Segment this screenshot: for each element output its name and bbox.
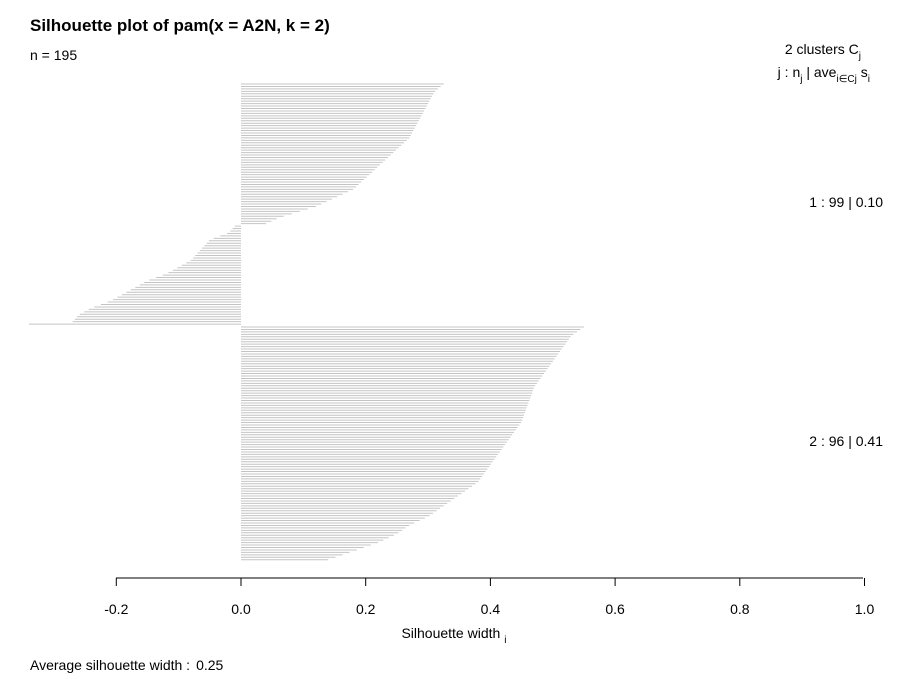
x-tick-label: 1.0 [855,601,875,617]
legend-header-line2: j : nj | avei∈Cj si [777,64,870,85]
cluster-2-label: 2 : 96 | 0.41 [809,433,883,449]
legend-header-line1: 2 clusters Cj [785,41,861,62]
x-tick-label: 0.6 [605,601,625,617]
chart-title: Silhouette plot of pam(x = A2N, k = 2) [30,16,330,35]
x-tick-label: -0.2 [104,601,128,617]
average-silhouette-label: Average silhouette width :0.25 [30,657,224,673]
x-tick-label: 0.2 [356,601,376,617]
x-tick-label: 0.4 [481,601,501,617]
n-label: n = 195 [30,47,77,63]
cluster-1-label: 1 : 99 | 0.10 [809,194,883,210]
x-axis-label: Silhouette width i [401,625,506,646]
x-axis-ticks: -0.2 0.0 0.2 0.4 0.6 0.8 1.0 [104,578,874,617]
silhouette-bars [29,83,584,561]
x-tick-label: 0.0 [231,601,251,617]
x-tick-label: 0.8 [730,601,750,617]
